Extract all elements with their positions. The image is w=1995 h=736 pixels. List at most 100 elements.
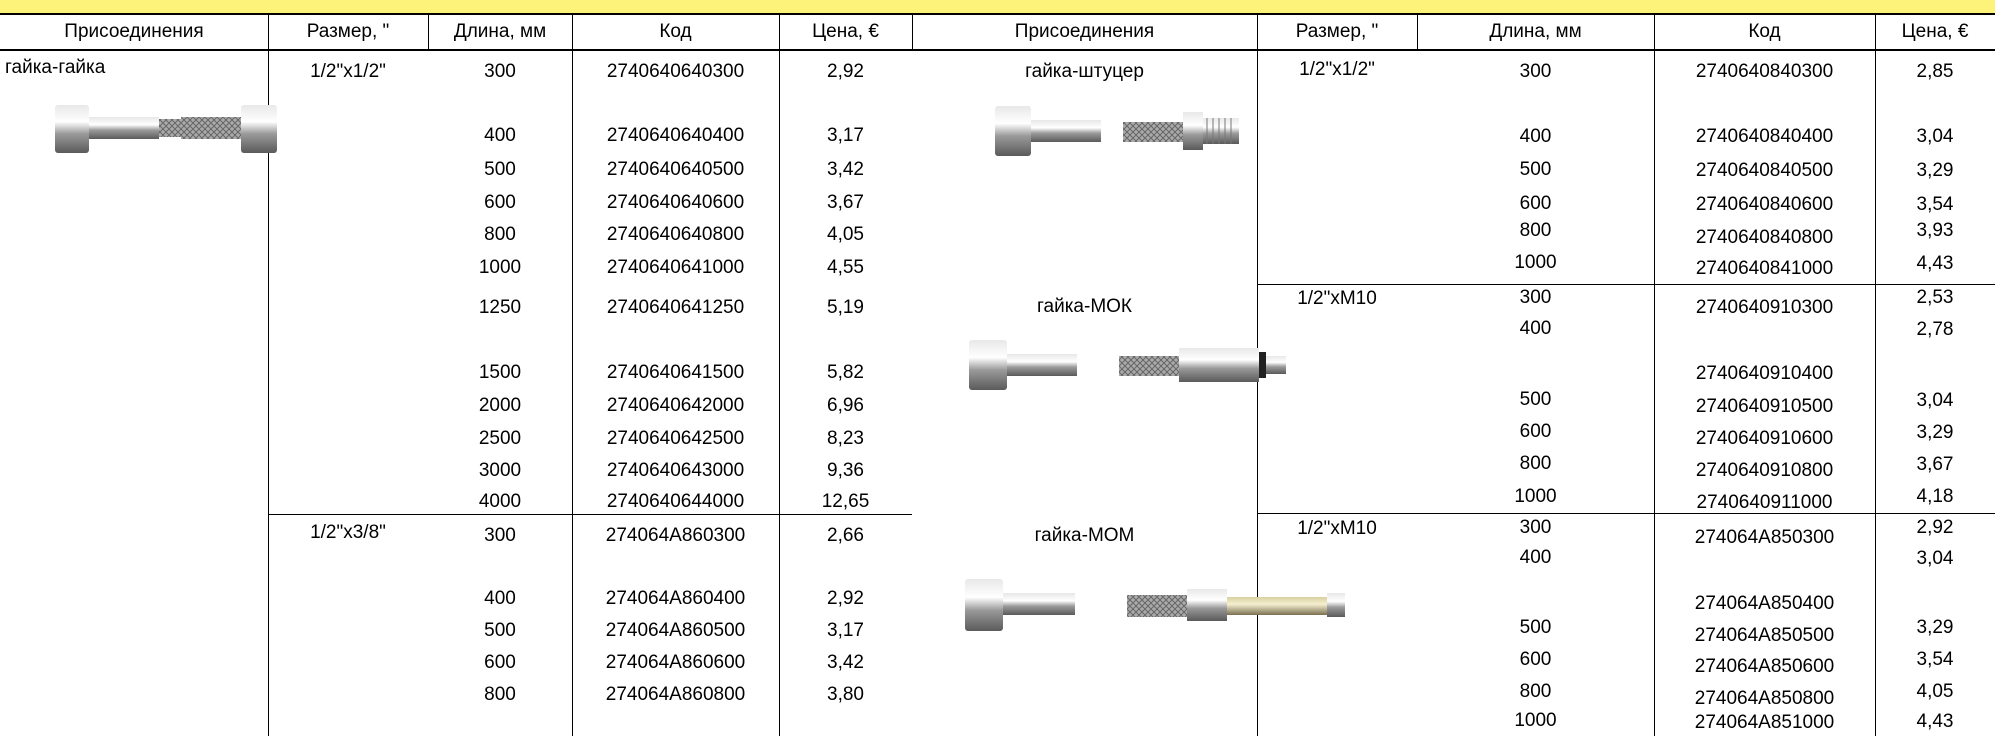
- code-value: 274064A851000: [1694, 712, 1835, 733]
- code-value: 274064A850300: [1694, 527, 1835, 548]
- length-value: 300: [1519, 287, 1552, 308]
- size-value: 1/2"x3/8": [310, 522, 386, 543]
- length-value: 400: [1519, 547, 1552, 568]
- grid-line: [428, 13, 429, 51]
- hose-nut-nut-image: [55, 99, 285, 165]
- code-value: 2740640911000: [1696, 492, 1833, 513]
- length-value: 800: [1519, 681, 1552, 702]
- length-value: 1250: [478, 297, 522, 318]
- grid-line: [1257, 284, 1995, 285]
- length-value: 800: [484, 684, 516, 705]
- header-size: Размер, ": [306, 21, 390, 42]
- length-value: 300: [1519, 517, 1552, 538]
- length-value: 400: [1519, 318, 1552, 339]
- price-value: 12,65: [821, 491, 870, 512]
- price-value: 4,05: [1916, 681, 1954, 702]
- length-value: 1000: [478, 257, 522, 278]
- length-value: 800: [484, 224, 516, 245]
- length-value: 500: [484, 159, 516, 180]
- length-value: 400: [1519, 126, 1552, 147]
- price-value: 3,93: [1916, 220, 1954, 241]
- price-value: 4,18: [1916, 486, 1954, 507]
- length-value: 500: [484, 620, 516, 641]
- length-value: 1000: [1514, 486, 1557, 507]
- price-value: 5,82: [827, 362, 864, 383]
- length-value: 600: [484, 192, 516, 213]
- header-code-2: Код: [1748, 21, 1781, 42]
- grid-line: [268, 13, 269, 736]
- code-value: 274064A850600: [1694, 656, 1835, 677]
- code-value: 274064A860800: [605, 684, 746, 705]
- price-value: 9,36: [827, 460, 864, 481]
- header-connections: Присоединения: [64, 21, 204, 42]
- length-value: 1000: [1514, 710, 1557, 731]
- header-band: [0, 0, 1995, 13]
- length-value: 800: [1519, 453, 1552, 474]
- price-value: 8,23: [827, 428, 864, 449]
- price-value: 3,54: [1916, 649, 1954, 670]
- code-value: 2740640840400: [1695, 126, 1834, 147]
- connection-type: гайка-гайка: [5, 57, 106, 78]
- connection-type: гайка-штуцер: [1025, 61, 1144, 82]
- code-value: 2740640910500: [1695, 396, 1834, 417]
- price-value: 2,92: [827, 61, 864, 82]
- hose-nut-mok-image: [969, 336, 1289, 402]
- length-value: 1000: [1514, 252, 1557, 273]
- price-value: 2,78: [1916, 319, 1954, 340]
- code-value: 274064A860400: [605, 588, 746, 609]
- connection-type: гайка-МОМ: [1034, 525, 1135, 546]
- code-value: 274064A850800: [1694, 688, 1835, 709]
- price-value: 4,05: [827, 224, 864, 245]
- code-value: 2740640841000: [1695, 258, 1834, 279]
- code-value: 2740640840300: [1695, 61, 1834, 82]
- length-value: 500: [1519, 159, 1552, 180]
- price-value: 3,04: [1916, 548, 1954, 569]
- length-value: 2500: [478, 428, 522, 449]
- code-value: 2740640643000: [606, 460, 745, 481]
- grid-line: [912, 13, 913, 51]
- header-code: Код: [659, 21, 692, 42]
- length-value: 400: [484, 125, 516, 146]
- price-value: 2,92: [827, 588, 864, 609]
- header-price: Цена, €: [812, 21, 879, 42]
- price-value: 3,17: [827, 620, 864, 641]
- grid-line: [1654, 13, 1655, 736]
- code-value: 2740640840800: [1695, 227, 1834, 248]
- code-value: 2740640640400: [606, 125, 745, 146]
- header-size-2: Размер, ": [1295, 21, 1379, 42]
- price-value: 2,92: [1916, 517, 1954, 538]
- code-value: 2740640641250: [606, 297, 745, 318]
- price-value: 4,55: [827, 257, 864, 278]
- hose-nut-fitting-image: [995, 102, 1250, 168]
- price-value: 6,96: [827, 395, 864, 416]
- connection-type: гайка-МОК: [1037, 296, 1132, 317]
- length-value: 2000: [478, 395, 522, 416]
- size-value: 1/2"x1/2": [310, 61, 386, 82]
- length-value: 300: [484, 61, 516, 82]
- code-value: 2740640641500: [606, 362, 745, 383]
- grid-line: [572, 13, 573, 736]
- length-value: 600: [1519, 421, 1552, 442]
- hose-nut-mom-image: [965, 573, 1355, 645]
- size-value: 1/2"xM10: [1297, 288, 1377, 309]
- length-value: 600: [1519, 193, 1552, 214]
- length-value: 3000: [478, 460, 522, 481]
- length-value: 300: [484, 525, 516, 546]
- code-value: 2740640910800: [1695, 460, 1834, 481]
- code-value: 2740640644000: [606, 491, 745, 512]
- length-value: 500: [1519, 617, 1552, 638]
- code-value: 2740640642000: [606, 395, 745, 416]
- grid-line: [1417, 13, 1418, 51]
- code-value: 2740640640600: [606, 192, 745, 213]
- header-length-2: Длина, мм: [1489, 21, 1582, 42]
- length-value: 400: [484, 588, 516, 609]
- price-value: 3,17: [827, 125, 864, 146]
- code-value: 274064A850400: [1694, 593, 1835, 614]
- grid-line: [1875, 13, 1876, 736]
- price-value: 4,43: [1916, 253, 1954, 274]
- length-value: 600: [1519, 649, 1552, 670]
- code-value: 2740640910300: [1695, 297, 1834, 318]
- price-value: 2,66: [827, 525, 864, 546]
- table-header: Присоединения Размер, " Длина, мм Код Це…: [0, 13, 1995, 51]
- price-value: 2,53: [1916, 287, 1954, 308]
